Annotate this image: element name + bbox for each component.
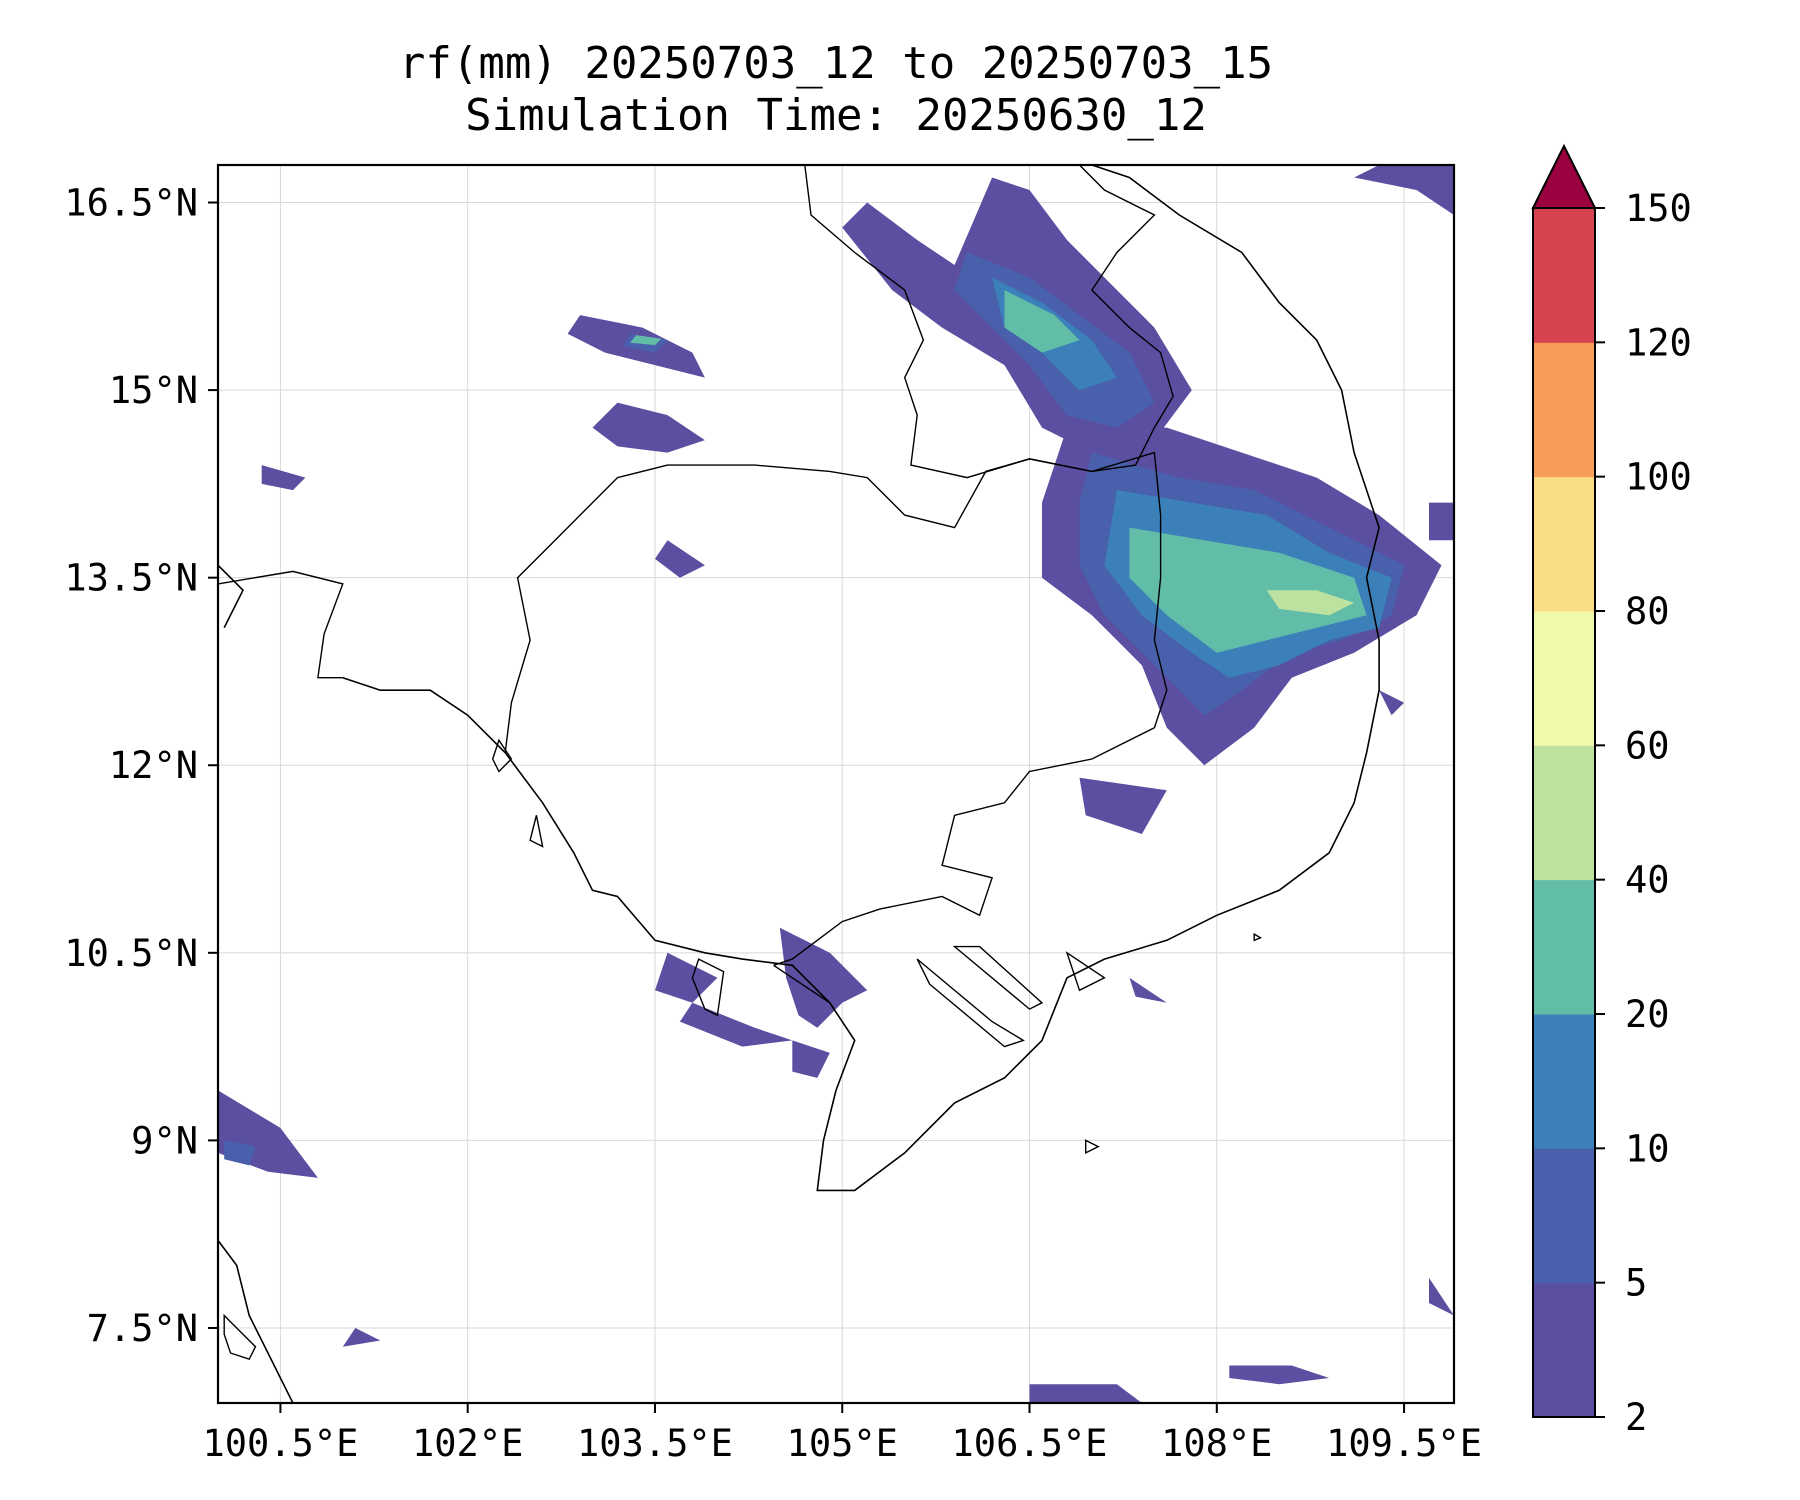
lon-tick-label: 102°E <box>412 1422 523 1465</box>
country-border <box>773 964 831 1004</box>
coastline <box>218 1239 294 1403</box>
rain-area <box>261 465 306 491</box>
colorbar-tick-label: 100 <box>1625 456 1692 499</box>
colorbar-tick-label: 150 <box>1625 187 1692 230</box>
rain-area <box>630 335 662 346</box>
lat-tick-label: 7.5°N <box>87 1307 198 1350</box>
colorbar-segment <box>1533 611 1595 746</box>
rain-area <box>1354 165 1454 215</box>
map-title: rf(mm) 20250703_12 to 20250703_15 <box>398 38 1274 89</box>
colorbar-tick-label: 120 <box>1625 321 1692 364</box>
island-outline <box>1084 1139 1100 1155</box>
island-outline <box>1253 932 1263 942</box>
rain-area <box>1079 777 1167 834</box>
coastlines-and-borders <box>218 165 1380 1403</box>
colorbar-tick-label: 10 <box>1625 1127 1670 1170</box>
lat-tick-label: 13.5°N <box>64 557 198 600</box>
island-outline <box>529 815 544 848</box>
lon-tick-label: 109.5°E <box>1326 1422 1482 1465</box>
island-outline <box>916 958 1025 1048</box>
colorbar-segment <box>1533 745 1595 881</box>
rain-area <box>1129 527 1367 653</box>
rain-area <box>592 402 705 453</box>
colorbar-segment <box>1533 342 1595 478</box>
island-outline <box>223 1313 257 1361</box>
colorbar-tick-label: 2 <box>1625 1396 1647 1439</box>
map-frame <box>216 163 1456 1405</box>
country-border <box>504 451 1168 966</box>
rain-area <box>1266 590 1355 616</box>
rain-area <box>1429 502 1454 541</box>
lat-tick-label: 9°N <box>131 1119 198 1162</box>
colorbar-segment <box>1533 476 1595 612</box>
lon-tick-label: 103.5°E <box>577 1422 733 1465</box>
colorbar-tick-label: 60 <box>1625 724 1670 767</box>
rain-area <box>655 540 705 578</box>
rain-area <box>655 952 718 1003</box>
map-background <box>218 165 1454 1403</box>
colorbar-segment <box>1533 1014 1595 1149</box>
colorbar-tick-label: 80 <box>1625 590 1670 633</box>
colorbar-extend-arrow <box>1531 143 1597 209</box>
country-border <box>218 570 344 679</box>
rain-area <box>1429 1277 1454 1316</box>
rain-area <box>1029 1384 1142 1403</box>
colorbar-segment <box>1533 208 1595 343</box>
coastline <box>342 165 1380 1192</box>
map-subtitle: Simulation Time: 20250630_12 <box>465 90 1207 141</box>
island-outline <box>1065 951 1106 992</box>
latitude-ticks: 16.5°N 15°N 13.5°N 12°N 10.5°N 9°N 7.5°N <box>64 182 218 1350</box>
lon-tick-label: 106.5°E <box>952 1422 1108 1465</box>
colorbar: 2 5 10 20 40 60 80 100 120 150 <box>1531 143 1692 1439</box>
lon-tick-label: 100.5°E <box>202 1422 358 1465</box>
rain-area <box>792 1040 830 1078</box>
colorbar-segment <box>1533 1148 1595 1284</box>
colorbar-segment <box>1533 1282 1595 1418</box>
lat-tick-label: 10.5°N <box>64 932 198 975</box>
island-outline <box>691 958 725 1017</box>
lat-tick-label: 16.5°N <box>64 182 198 225</box>
colorbar-tick-label: 20 <box>1625 993 1670 1036</box>
rain-area <box>1379 690 1405 716</box>
rain-area <box>1004 290 1080 353</box>
rain-area <box>679 1002 793 1047</box>
rain-area <box>1229 1365 1330 1385</box>
rain-area <box>224 1140 256 1166</box>
island-outline <box>491 738 513 773</box>
longitude-ticks: 100.5°E 102°E 103.5°E 105°E 106.5°E 108°E 109.… <box>202 1403 1482 1465</box>
colorbar-tick-label: 5 <box>1625 1262 1647 1305</box>
lat-tick-label: 12°N <box>109 744 198 787</box>
rain-area <box>1129 977 1167 1003</box>
lat-tick-label: 15°N <box>109 369 198 412</box>
colorbar-frame <box>1532 207 1596 1418</box>
coastline <box>218 564 244 629</box>
colorbar-segment <box>1533 879 1595 1015</box>
lon-tick-label: 108°E <box>1161 1422 1272 1465</box>
rain-area <box>342 1328 381 1347</box>
lon-tick-label: 105°E <box>787 1422 898 1465</box>
colorbar-tick-label: 40 <box>1625 859 1670 902</box>
island-outline <box>952 945 1044 1010</box>
